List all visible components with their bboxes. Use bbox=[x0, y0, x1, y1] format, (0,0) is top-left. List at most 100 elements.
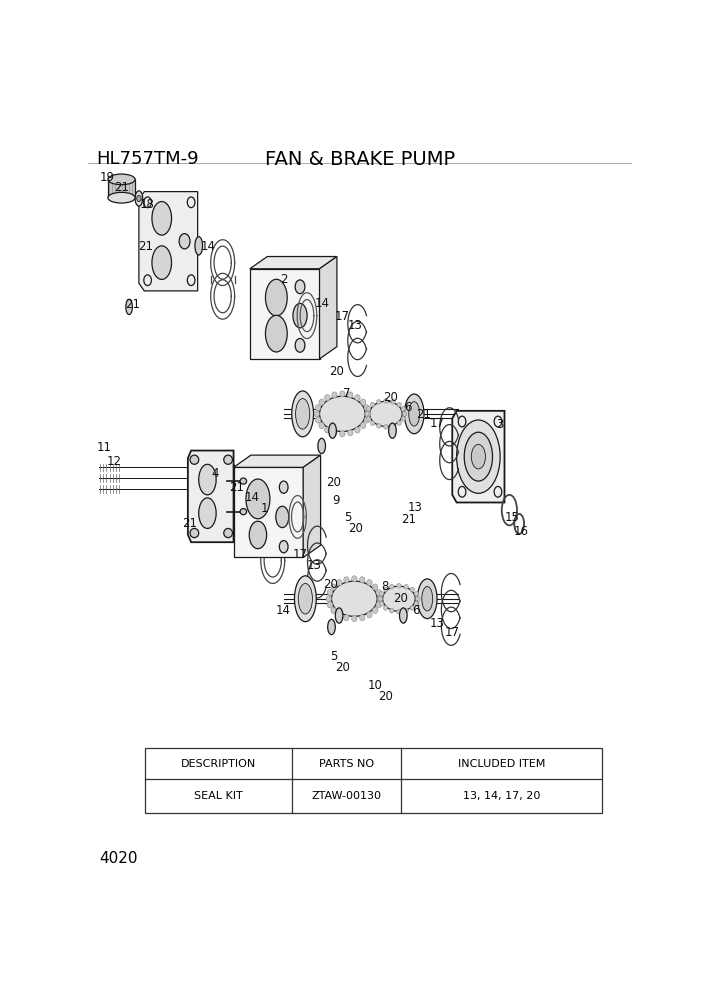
Ellipse shape bbox=[295, 280, 305, 294]
Ellipse shape bbox=[364, 417, 369, 423]
Polygon shape bbox=[303, 455, 321, 558]
Ellipse shape bbox=[252, 484, 260, 493]
Ellipse shape bbox=[372, 584, 378, 590]
Ellipse shape bbox=[344, 615, 349, 621]
Polygon shape bbox=[234, 467, 303, 558]
Text: 4020: 4020 bbox=[100, 851, 138, 866]
Ellipse shape bbox=[295, 575, 317, 622]
Ellipse shape bbox=[224, 455, 232, 464]
Ellipse shape bbox=[327, 602, 333, 608]
Ellipse shape bbox=[319, 423, 324, 429]
Text: 20: 20 bbox=[335, 661, 350, 674]
Ellipse shape bbox=[379, 591, 384, 596]
Ellipse shape bbox=[190, 529, 199, 538]
Text: 2: 2 bbox=[280, 273, 287, 286]
Ellipse shape bbox=[379, 601, 384, 606]
Ellipse shape bbox=[410, 587, 414, 592]
Ellipse shape bbox=[369, 402, 402, 427]
Ellipse shape bbox=[293, 304, 307, 327]
Ellipse shape bbox=[458, 417, 466, 427]
Ellipse shape bbox=[328, 619, 336, 635]
Ellipse shape bbox=[355, 427, 360, 434]
Ellipse shape bbox=[208, 462, 218, 473]
Text: 8: 8 bbox=[381, 580, 388, 593]
Ellipse shape bbox=[332, 430, 337, 435]
Text: 13: 13 bbox=[348, 318, 363, 331]
Text: 7: 7 bbox=[343, 387, 350, 400]
Ellipse shape bbox=[383, 587, 388, 592]
Text: 4: 4 bbox=[211, 467, 219, 480]
Ellipse shape bbox=[372, 607, 378, 613]
Ellipse shape bbox=[404, 394, 424, 434]
Ellipse shape bbox=[378, 596, 383, 601]
Ellipse shape bbox=[327, 589, 333, 595]
Ellipse shape bbox=[199, 498, 216, 529]
Ellipse shape bbox=[371, 421, 375, 426]
Ellipse shape bbox=[352, 616, 357, 622]
Polygon shape bbox=[139, 191, 198, 291]
Text: 1: 1 bbox=[260, 502, 267, 515]
Ellipse shape bbox=[210, 483, 220, 494]
Ellipse shape bbox=[179, 234, 190, 249]
Ellipse shape bbox=[366, 579, 372, 585]
Ellipse shape bbox=[364, 405, 369, 411]
Ellipse shape bbox=[458, 486, 466, 497]
Ellipse shape bbox=[464, 433, 493, 481]
Ellipse shape bbox=[314, 411, 319, 417]
Ellipse shape bbox=[332, 392, 337, 398]
Ellipse shape bbox=[366, 407, 371, 412]
Ellipse shape bbox=[324, 395, 330, 401]
Ellipse shape bbox=[292, 391, 314, 436]
Ellipse shape bbox=[383, 586, 416, 611]
Ellipse shape bbox=[384, 425, 388, 430]
Ellipse shape bbox=[359, 576, 365, 583]
Text: SEAL KIT: SEAL KIT bbox=[194, 791, 243, 801]
Ellipse shape bbox=[399, 608, 407, 623]
Ellipse shape bbox=[331, 607, 336, 613]
Ellipse shape bbox=[225, 473, 236, 483]
Text: 20: 20 bbox=[329, 365, 345, 378]
Text: PARTS NO: PARTS NO bbox=[319, 759, 373, 769]
Text: 13: 13 bbox=[307, 558, 322, 571]
Ellipse shape bbox=[410, 606, 414, 610]
Ellipse shape bbox=[340, 431, 345, 436]
Ellipse shape bbox=[414, 591, 418, 596]
Text: 14: 14 bbox=[201, 240, 216, 253]
Ellipse shape bbox=[336, 608, 343, 623]
Ellipse shape bbox=[279, 481, 288, 493]
Polygon shape bbox=[234, 455, 321, 467]
Text: 17: 17 bbox=[293, 548, 307, 560]
Ellipse shape bbox=[319, 399, 324, 406]
Ellipse shape bbox=[195, 237, 203, 255]
Ellipse shape bbox=[365, 412, 369, 417]
Text: 17: 17 bbox=[445, 626, 460, 639]
Text: HL757TM-9: HL757TM-9 bbox=[96, 150, 199, 168]
Ellipse shape bbox=[190, 455, 199, 464]
Text: 21: 21 bbox=[182, 518, 197, 531]
Ellipse shape bbox=[108, 192, 135, 203]
Ellipse shape bbox=[391, 400, 395, 404]
Text: 11: 11 bbox=[97, 441, 112, 454]
Ellipse shape bbox=[376, 400, 381, 404]
Ellipse shape bbox=[376, 602, 381, 608]
Text: 20: 20 bbox=[393, 592, 408, 605]
Ellipse shape bbox=[397, 609, 401, 614]
Ellipse shape bbox=[376, 589, 381, 595]
Ellipse shape bbox=[416, 596, 420, 601]
Polygon shape bbox=[188, 450, 234, 543]
Text: 9: 9 bbox=[332, 494, 340, 508]
Text: 10: 10 bbox=[368, 680, 383, 692]
Text: 5: 5 bbox=[344, 511, 352, 524]
Text: 21: 21 bbox=[125, 299, 140, 311]
Ellipse shape bbox=[298, 583, 312, 614]
Ellipse shape bbox=[384, 399, 388, 403]
Ellipse shape bbox=[366, 612, 372, 618]
Text: ZTAW-00130: ZTAW-00130 bbox=[311, 791, 381, 801]
Ellipse shape bbox=[404, 584, 409, 589]
Ellipse shape bbox=[265, 280, 287, 315]
Ellipse shape bbox=[265, 315, 287, 352]
Ellipse shape bbox=[208, 473, 220, 483]
Text: 12: 12 bbox=[107, 454, 121, 468]
Polygon shape bbox=[250, 257, 337, 269]
Text: 14: 14 bbox=[314, 298, 329, 310]
